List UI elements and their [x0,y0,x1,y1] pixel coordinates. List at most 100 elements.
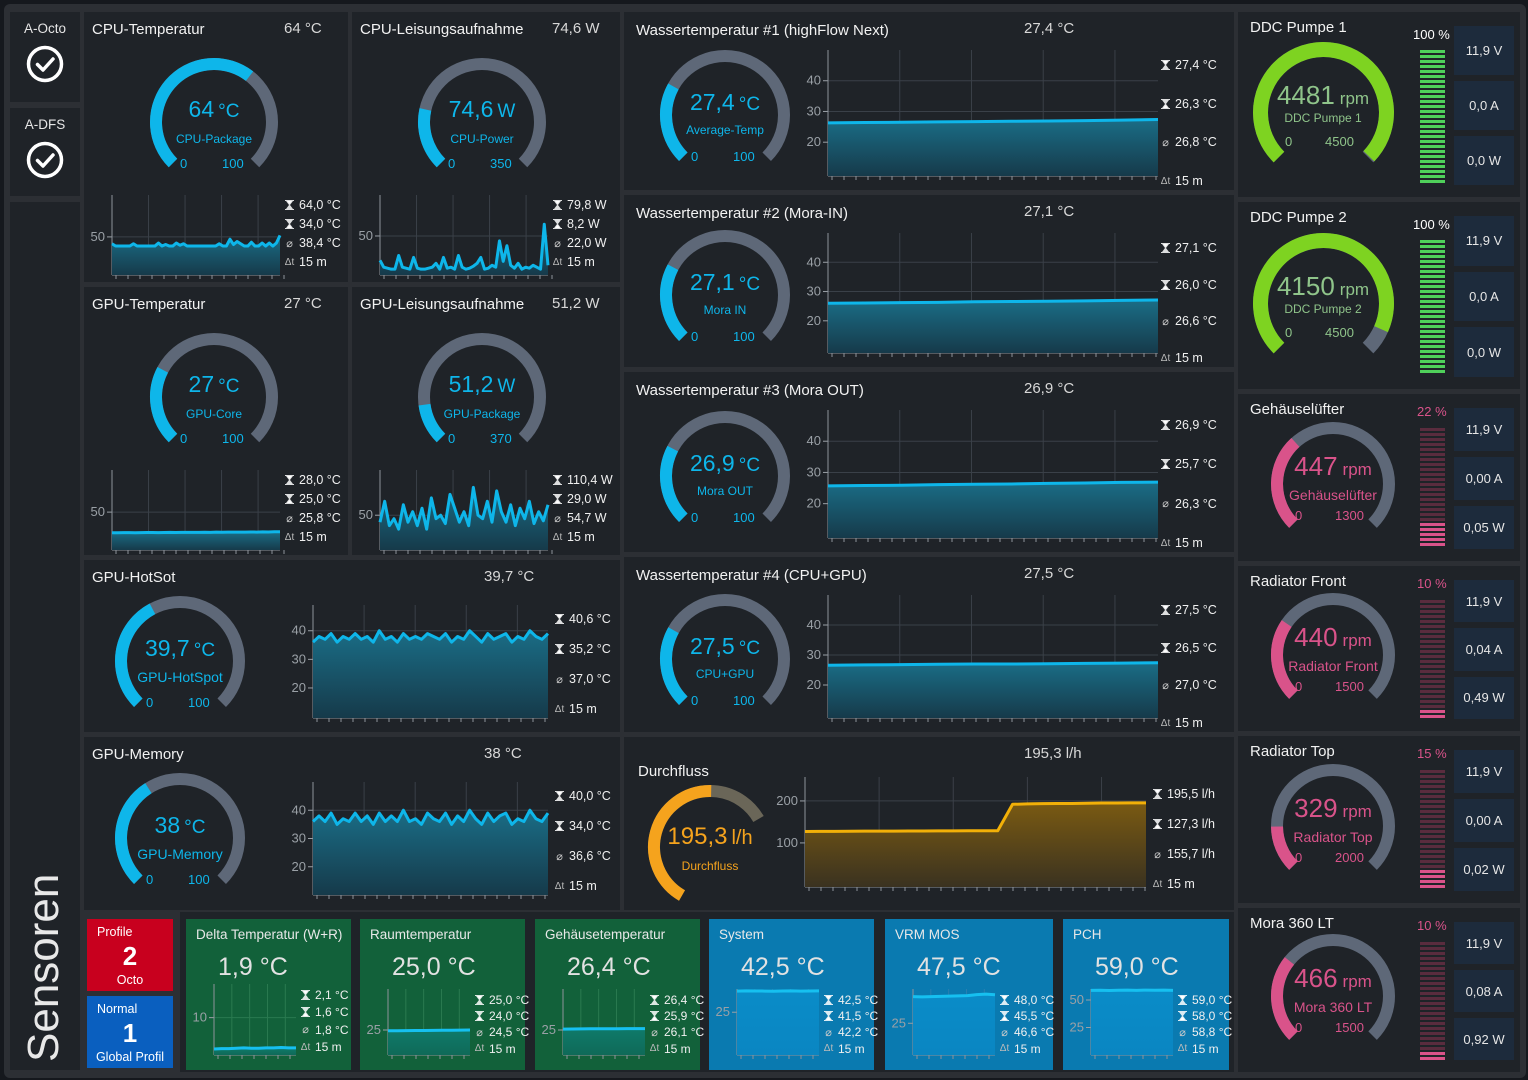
fan-level-segment [1420,165,1445,168]
fan-title: Mora 360 LT [1250,915,1334,932]
fan-unit: rpm [1339,88,1370,108]
stat-max-value: 42,5 °C [838,993,879,1007]
fan-level-segment [1420,992,1445,995]
gauge-value-number: 51,2 [448,371,494,397]
max-icon [1160,420,1171,430]
profile-subtitle: Octo [116,973,144,987]
stat-max: 26,4 °C [649,993,704,1007]
stat-duration-value: 15 m [838,1041,865,1056]
fan-level-segment [1420,330,1445,333]
history-area [737,990,819,1055]
stat-max: 2,1 °C [300,988,348,1002]
y-tick-label: 200 [776,793,798,808]
fan-min: 0 [1295,507,1303,523]
gauge-fill [418,108,446,168]
fan-level-segment [1420,240,1445,243]
stat-max: 26,9 °C [1160,418,1217,432]
gauge-fill [150,58,254,168]
profile-tile-octo[interactable]: Profile 2 Octo [87,919,173,991]
profile-title: Normal [97,1002,138,1016]
tile-value: 59,0 °C [1095,953,1179,981]
average-icon: ⌀ [1179,1026,1186,1039]
fan-min: 0 [1285,324,1293,340]
check-circle-icon [26,45,64,83]
fan-value-number: 4150 [1276,270,1335,301]
sensor-tile[interactable]: System 42,5 °C 25 42,5 °C 41,5 °C ⌀ 42,2 °C Δt 1… [709,919,878,1070]
fan-level-segment [1420,620,1445,623]
gauge-label: Mora OUT [696,484,753,498]
max-icon [474,995,485,1005]
stat-avg-value: 58,8 °C [1192,1025,1233,1040]
power-readout: 0,49 W [1454,676,1514,719]
fan-level-segment [1420,670,1445,673]
gauge-fill [660,445,688,522]
sensor-tile[interactable]: Delta Temperatur (W+R) 1,9 °C 10 2,1 °C 1,6 … [186,919,351,1070]
min-icon [823,1011,834,1022]
duration-icon: Δt [823,1043,834,1055]
fan-level-segment [1420,60,1445,63]
stat-avg: ⌀ 36,6 °C [554,849,611,863]
stat-duration: Δt 15 m [284,530,327,544]
fan-value: 4150 rpm [1248,271,1398,302]
tile-title: PCH [1073,927,1102,942]
fan-level-segment [1420,170,1445,173]
duration-icon: Δt [999,1043,1010,1055]
fan-panel: Radiator Top 329 rpm Radiator Top 0 2000 15 % 1… [1238,736,1520,903]
gauge-unit: °C [738,274,761,295]
average-icon: ⌀ [476,1026,483,1039]
fan-level-segment [1420,605,1445,608]
y-tick-label: 50 [91,504,105,519]
stat-max: 28,0 °C [284,473,341,487]
sensor-tile[interactable]: VRM MOS 47,5 °C 25 48,0 °C 45,5 °C ⌀ 46,6 °C Δt… [885,919,1054,1070]
average-icon: ⌀ [556,850,563,863]
profile-tile-global[interactable]: Normal 1 Global Profil [87,996,173,1068]
fan-max: 4500 [1325,324,1354,340]
fan-level-segment [1420,365,1445,368]
fan-level-segment [1420,75,1445,78]
tile-title: Gehäusetemperatur [545,927,666,942]
duration-icon: Δt [1160,537,1171,549]
history-line [827,480,1159,488]
stat-min-value: 25,0 °C [299,492,341,506]
profile-number: 1 [122,1018,138,1048]
gauge-max: 100 [188,695,210,710]
y-tick-label: 30 [807,103,821,118]
fan-level-segment [1420,160,1445,163]
fan-level-segment [1420,345,1445,348]
history-chart: 50 [359,195,553,279]
sensor-tile[interactable]: PCH 59,0 °C 50 25 59,0 °C 58,0 °C ⌀ 58,8 °C Δt 15… [1063,919,1233,1070]
stat-min-value: 26,0 °C [1175,277,1217,292]
gauge-min: 0 [691,692,699,708]
y-tick-label: 20 [807,134,821,149]
voltage-readout: 11,9 V [1454,408,1514,451]
y-tick-label: 40 [807,617,821,632]
sensor-tile[interactable]: Raumtemperatur 25,0 °C 25 25,0 °C 24,0 °C ⌀ 24… [360,919,529,1070]
stat-min: 35,2 °C [554,642,611,656]
sensor-tile[interactable]: Gehäusetemperatur 26,4 °C 25 26,4 °C 25,9 °C… [535,919,704,1070]
duration-icon: Δt [284,531,295,543]
sensor-panel: Wassertemperatur #1 (highFlow Next) 27,4 … [624,12,1234,190]
y-tick-label: 30 [807,464,821,479]
min-icon [554,644,565,654]
gauge-label: CPU-Package [175,132,253,146]
history-line [827,117,1159,125]
fan-level-segment [1420,443,1445,446]
stat-duration-value: 15 m [567,255,595,269]
stat-avg-value: 27,0 °C [1175,678,1217,693]
stat-duration: Δt 15 m [552,530,595,544]
fan-level-segment [1420,265,1445,268]
fan-label: DDC Pumpe 2 [1284,301,1362,316]
gauge-fill [1271,957,1298,1040]
profile-title: Profile [97,925,133,939]
fan-level-segment [1420,977,1445,980]
panel-header-value: 74,6 W [552,20,600,37]
fan-level-segment [1420,315,1445,318]
history-line [111,234,282,248]
fan-label: Gehäuselüfter [1289,486,1377,503]
sensor-panel: GPU-Memory 38 °C 38 °C GPU-Memory 0 100 40 30 20 4… [84,737,620,910]
stat-avg: ⌀ 37,0 °C [554,672,611,686]
fan-level-segment [1420,1047,1445,1050]
stat-avg-value: 54,7 W [567,511,607,525]
sidebar-item-a-octo[interactable]: A-Octo [10,12,80,102]
sidebar-item-a-dfs[interactable]: A-DFS [10,108,80,196]
